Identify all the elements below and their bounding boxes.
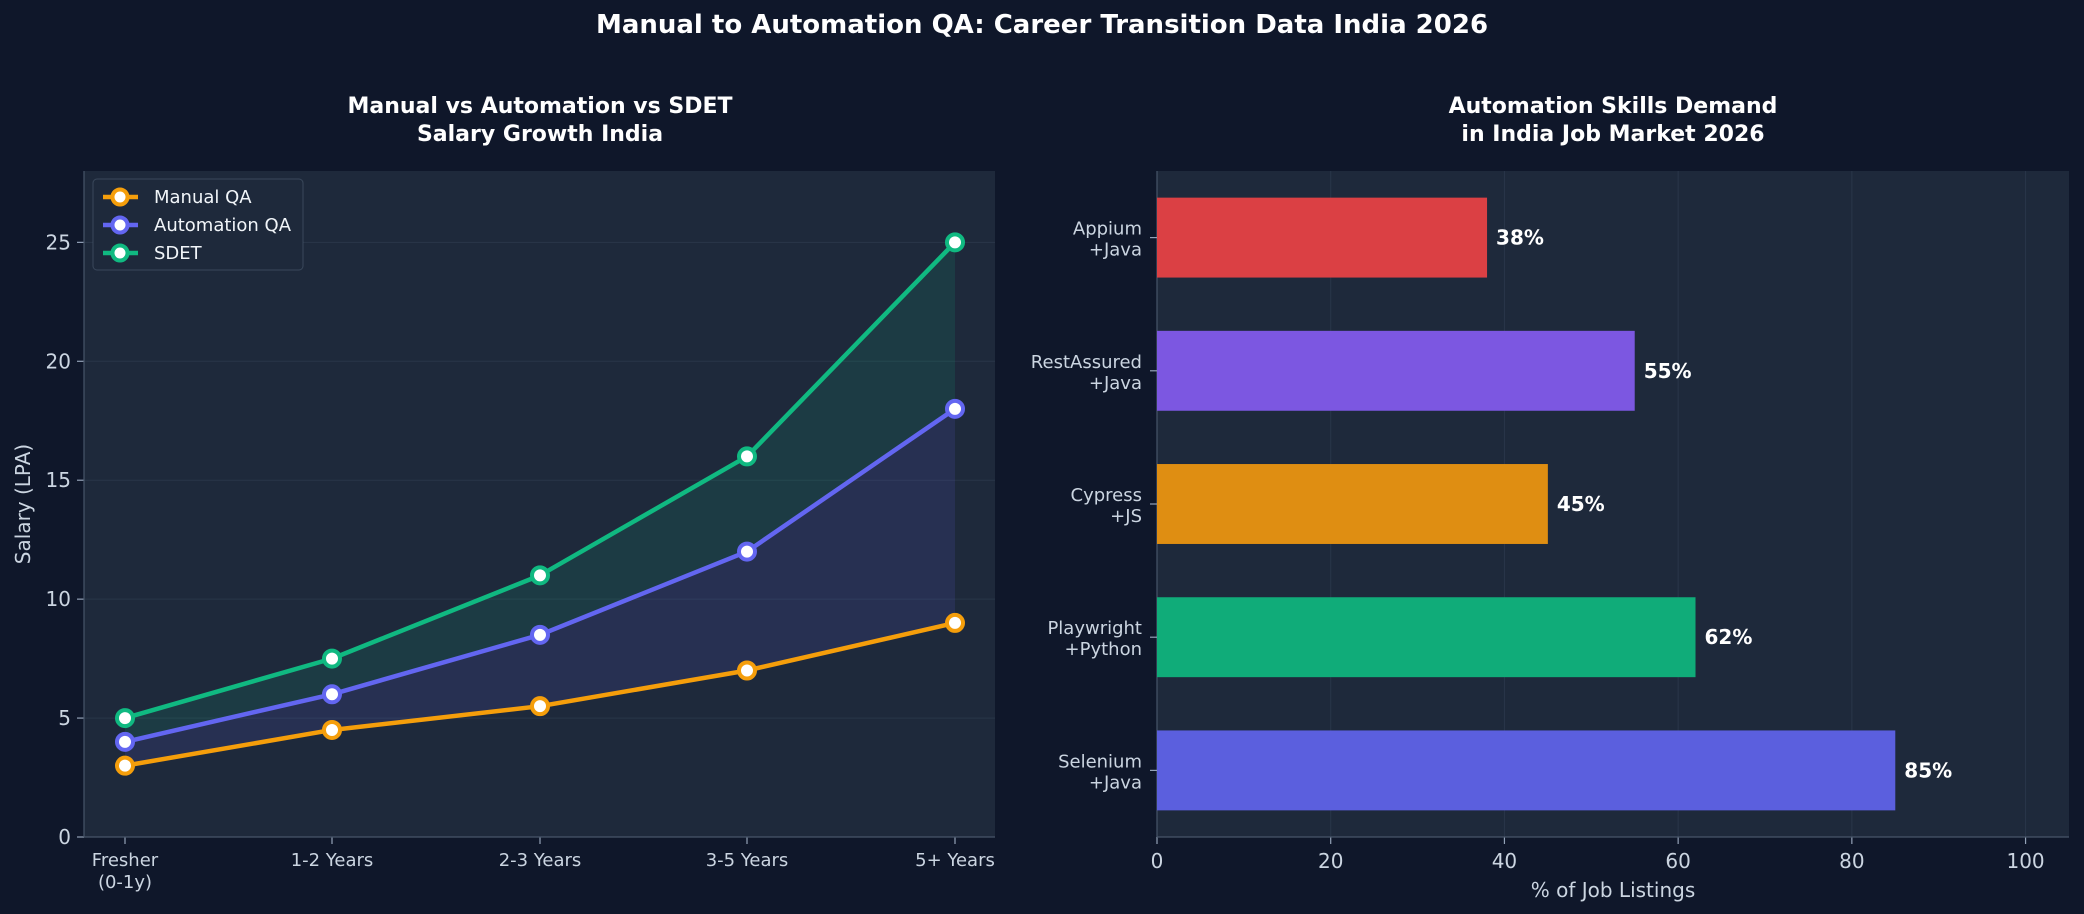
y-tick-label: +Java <box>1089 240 1142 261</box>
x-tick-label: 1-2 Years <box>291 850 374 871</box>
automation-qa-area <box>125 408 955 766</box>
bar-chart-title: Automation Skills Demand <box>1449 94 1778 119</box>
y-tick-label: Appium <box>1073 219 1142 240</box>
y-tick-label: 25 <box>46 230 71 254</box>
sdet-point <box>115 708 135 729</box>
sdet-point <box>322 648 342 669</box>
y-tick-label: 5 <box>58 706 71 730</box>
automation-qa-point <box>945 398 965 419</box>
x-tick-label: Fresher <box>92 850 159 871</box>
cypress-js-bar <box>1157 464 1548 544</box>
y-tick-label: RestAssured <box>1031 352 1142 373</box>
selenium-java-bar <box>1157 730 1896 811</box>
manual-qa-point <box>737 660 757 681</box>
y-tick-label: +Java <box>1089 772 1142 793</box>
x-tick-label: 60 <box>1665 849 1690 873</box>
legend-label: Automation QA <box>154 215 292 236</box>
y-axis-label: Salary (LPA) <box>11 444 35 564</box>
sdet-area <box>125 242 955 742</box>
automation-qa-point <box>530 624 550 645</box>
sdet-point <box>945 232 965 253</box>
y-tick-label: Playwright <box>1047 618 1142 639</box>
y-tick-label: 20 <box>46 349 71 373</box>
y-tick-label: 0 <box>58 825 71 849</box>
legend-swatch-marker <box>110 215 130 235</box>
manual-qa-point <box>530 696 550 717</box>
line-chart-title: Manual vs Automation vs SDET <box>347 94 732 119</box>
sdet-point <box>530 565 550 586</box>
x-tick-label: 20 <box>1318 849 1343 873</box>
playwright-python-bar <box>1157 597 1696 678</box>
skills-bar-chart: Automation Skills Demand in India Job Mar… <box>1031 94 2069 902</box>
manual-qa-point <box>322 719 342 740</box>
automation-qa-point <box>322 684 342 705</box>
x-tick-label: 40 <box>1492 849 1517 873</box>
x-tick-label: 2-3 Years <box>499 850 582 871</box>
restassured-java-bar <box>1157 330 1635 411</box>
sdet-point <box>737 446 757 467</box>
selenium-java-value-label: 85% <box>1904 758 1952 782</box>
y-tick-label: Cypress <box>1071 485 1142 506</box>
x-tick-label: (0-1y) <box>98 872 152 893</box>
y-tick-label: Selenium <box>1058 751 1142 772</box>
y-tick-label: +Python <box>1065 639 1142 660</box>
x-tick-label: 3-5 Years <box>706 850 789 871</box>
legend-label: Manual QA <box>154 187 252 208</box>
y-tick-label: +Java <box>1089 373 1142 394</box>
x-axis-label: % of Job Listings <box>1531 878 1696 902</box>
x-tick-label: 100 <box>2006 849 2044 873</box>
y-tick-label: 15 <box>46 468 71 492</box>
legend-swatch-marker <box>110 187 130 207</box>
bar-chart-title: in India Job Market 2026 <box>1461 122 1764 147</box>
y-tick-label: 10 <box>46 587 71 611</box>
legend: Manual QA Automation QA SDET <box>92 178 304 271</box>
y-tick-label: +JS <box>1110 506 1142 527</box>
legend-box <box>92 178 304 271</box>
restassured-java-value-label: 55% <box>1644 359 1692 383</box>
x-tick-label: 5+ Years <box>915 850 995 871</box>
cypress-js-value-label: 45% <box>1557 492 1605 516</box>
plot-area <box>84 171 995 837</box>
automation-qa-point <box>115 731 135 752</box>
playwright-python-value-label: 62% <box>1705 625 1753 649</box>
manual-qa-point <box>945 612 965 633</box>
figure-title: Manual to Automation QA: Career Transiti… <box>596 10 1488 40</box>
x-tick-label: 80 <box>1839 849 1864 873</box>
automation-qa-point <box>737 541 757 562</box>
manual-qa-point <box>115 755 135 776</box>
line-chart-title: Salary Growth India <box>417 122 663 147</box>
x-tick-label: 0 <box>1151 849 1164 873</box>
appium-java-bar <box>1157 197 1488 278</box>
legend-swatch-marker <box>110 243 130 263</box>
legend-label: SDET <box>154 243 203 264</box>
appium-java-value-label: 38% <box>1496 226 1544 250</box>
salary-line-chart: Manual vs Automation vs SDET Salary Growt… <box>11 94 995 893</box>
